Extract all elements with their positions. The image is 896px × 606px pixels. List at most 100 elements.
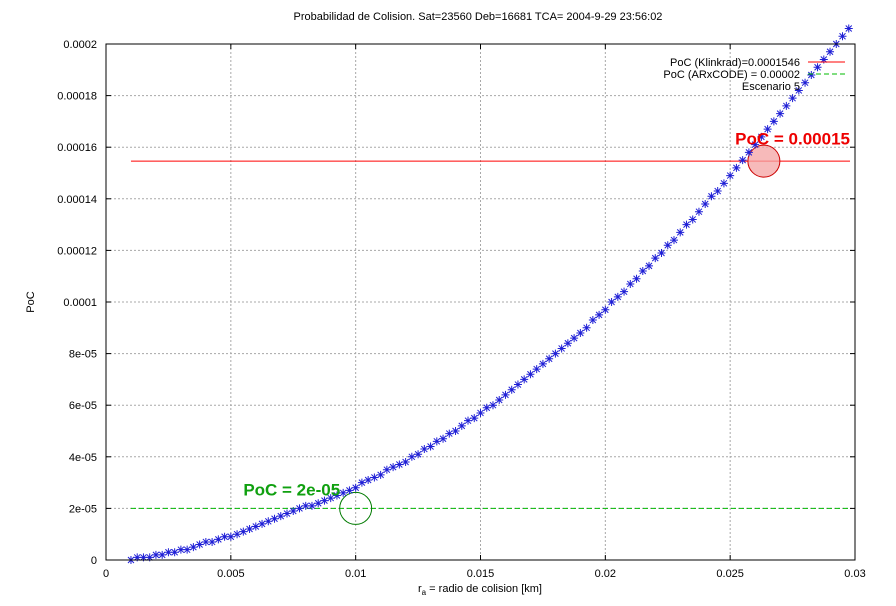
- data-point: [151, 550, 160, 559]
- legend-entry-series-label: Escenario 5: [742, 81, 800, 93]
- data-point: [407, 452, 416, 461]
- data-point: [495, 396, 504, 405]
- data-point: [195, 540, 204, 549]
- data-point: [545, 354, 554, 363]
- data-point: [426, 442, 435, 451]
- data-point: [189, 543, 198, 552]
- data-points: [126, 24, 853, 564]
- data-point: [401, 457, 410, 466]
- data-point: [707, 192, 716, 201]
- data-point: [345, 486, 354, 495]
- x-axis-label-sub: a: [422, 588, 427, 597]
- data-point: [694, 207, 703, 216]
- data-point: [376, 470, 385, 479]
- data-point: [757, 132, 766, 141]
- data-point: [632, 274, 641, 283]
- y-tick-label: 4e-05: [69, 452, 97, 464]
- data-point: [357, 478, 366, 487]
- data-point: [563, 339, 572, 348]
- data-point: [813, 63, 822, 72]
- legend-entry-klinkrad-label: PoC (Klinkrad)=0.0001546: [670, 57, 800, 69]
- x-tick-label: 0.01: [345, 568, 366, 580]
- data-point: [457, 421, 466, 430]
- data-point: [719, 179, 728, 188]
- y-tick-label: 0.00014: [57, 194, 97, 206]
- data-point: [570, 334, 579, 343]
- data-point: [145, 553, 154, 562]
- data-point: [582, 323, 591, 332]
- data-point: [713, 187, 722, 196]
- data-point: [607, 298, 616, 306]
- data-point: [588, 316, 597, 325]
- data-point: [139, 553, 148, 562]
- data-point: [751, 140, 760, 149]
- data-point: [488, 401, 497, 410]
- klinkrad-intersection-circle: [747, 144, 781, 178]
- data-point: [226, 532, 235, 541]
- data-point: [158, 550, 167, 559]
- data-point: [220, 532, 229, 541]
- data-point: [164, 548, 173, 557]
- y-tick-label: 0.0001: [63, 297, 97, 309]
- annotation-labels: PoC = 0.00015 PoC = 2e-05: [243, 130, 850, 500]
- data-point: [307, 501, 316, 510]
- data-point: [283, 509, 292, 518]
- data-point: [332, 491, 341, 500]
- data-point: [532, 365, 541, 374]
- data-point: [701, 199, 710, 208]
- data-point: [769, 117, 778, 126]
- data-point: [620, 287, 629, 296]
- x-tick-label: 0.02: [595, 568, 616, 580]
- y-tick-label: 0: [91, 555, 97, 567]
- data-point: [669, 236, 678, 245]
- data-point: [451, 427, 460, 435]
- data-point: [726, 171, 735, 180]
- data-point: [819, 55, 828, 64]
- data-point: [557, 344, 566, 353]
- y-tick-label: 0.0002: [63, 39, 97, 51]
- data-point: [807, 70, 816, 79]
- data-point: [638, 267, 647, 276]
- data-point: [688, 215, 697, 224]
- data-point: [776, 109, 785, 118]
- data-point: [270, 514, 279, 523]
- plot-frame: [105, 43, 856, 561]
- klinkrad-annotation: PoC = 0.00015: [735, 130, 850, 149]
- data-point: [470, 414, 479, 423]
- y-tick-label: 8e-05: [69, 349, 97, 361]
- data-point: [264, 517, 273, 526]
- data-point: [507, 385, 516, 394]
- data-point: [826, 47, 835, 56]
- data-point: [676, 228, 685, 237]
- x-axis-label: ra = radio de colision [km]: [418, 583, 542, 597]
- data-point: [763, 125, 772, 134]
- data-point: [389, 463, 398, 472]
- x-tick-label: 0.005: [217, 568, 245, 580]
- arxcode-intersection-circle: [339, 491, 373, 525]
- data-point: [258, 519, 267, 528]
- data-point: [320, 496, 329, 505]
- data-point: [370, 473, 379, 482]
- data-point: [482, 403, 491, 412]
- x-axis: 0 0.005 0.01 0.015 0.02 0.025 0.03: [103, 44, 866, 580]
- data-point: [626, 279, 635, 288]
- legend-entry-arxcode-label: PoC (ARxCODE) = 0.00002: [663, 69, 800, 81]
- data-point: [245, 525, 254, 534]
- data-point: [595, 310, 604, 319]
- data-point: [576, 328, 585, 337]
- data-point: [538, 359, 547, 368]
- x-axis-label-rest: = radio de colision [km]: [426, 583, 542, 595]
- y-tick-label: 0.00018: [57, 91, 97, 103]
- data-point: [744, 148, 753, 157]
- data-point: [682, 220, 691, 229]
- x-tick-label: 0.03: [844, 568, 865, 580]
- data-point: [464, 416, 473, 425]
- data-point: [432, 437, 441, 446]
- y-tick-label: 6e-05: [69, 400, 97, 412]
- data-point: [133, 553, 142, 562]
- data-point: [395, 460, 404, 469]
- data-point: [239, 527, 248, 536]
- data-point: [657, 248, 666, 257]
- chart-title: Probabilidad de Colision. Sat=23560 Deb=…: [294, 11, 663, 23]
